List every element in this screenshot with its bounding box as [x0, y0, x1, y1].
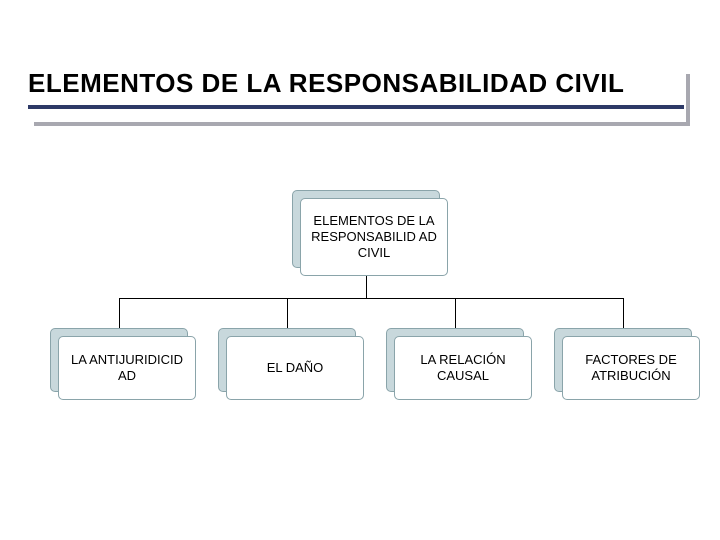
node-label: ELEMENTOS DE LA RESPONSABILID AD CIVIL: [300, 198, 448, 276]
child-node-1: LA ANTIJURIDICID AD: [50, 328, 196, 400]
connector-hbar: [119, 298, 623, 299]
title-block: ELEMENTOS DE LA RESPONSABILIDAD CIVIL: [28, 68, 684, 109]
node-label: FACTORES DE ATRIBUCIÓN: [562, 336, 700, 400]
connector-drop-3: [455, 298, 456, 328]
root-node: ELEMENTOS DE LA RESPONSABILID AD CIVIL: [292, 190, 448, 276]
connector-drop-4: [623, 298, 624, 328]
node-label: EL DAÑO: [226, 336, 364, 400]
child-node-3: LA RELACIÓN CAUSAL: [386, 328, 532, 400]
node-label: LA RELACIÓN CAUSAL: [394, 336, 532, 400]
connector-drop-1: [119, 298, 120, 328]
connector-drop-2: [287, 298, 288, 328]
child-node-2: EL DAÑO: [218, 328, 364, 400]
node-label: LA ANTIJURIDICID AD: [58, 336, 196, 400]
child-node-4: FACTORES DE ATRIBUCIÓN: [554, 328, 700, 400]
page-title: ELEMENTOS DE LA RESPONSABILIDAD CIVIL: [28, 68, 624, 98]
title-underline: ELEMENTOS DE LA RESPONSABILIDAD CIVIL: [28, 68, 684, 109]
